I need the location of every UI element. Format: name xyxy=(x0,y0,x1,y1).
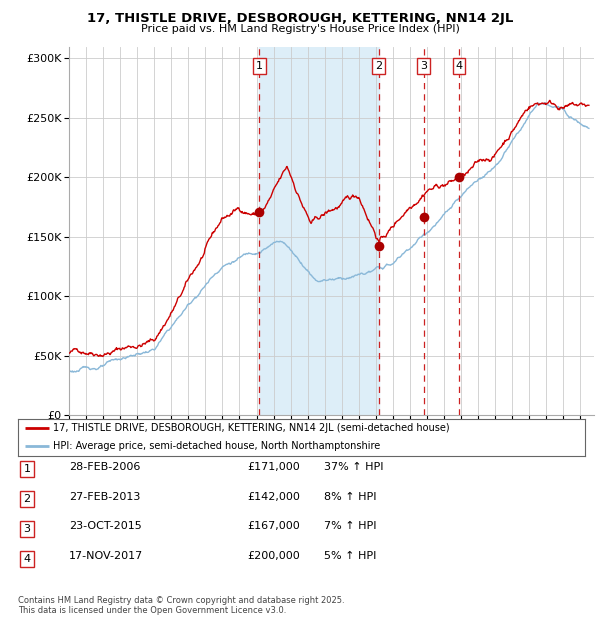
Text: £171,000: £171,000 xyxy=(247,462,300,472)
Text: 17, THISTLE DRIVE, DESBOROUGH, KETTERING, NN14 2JL (semi-detached house): 17, THISTLE DRIVE, DESBOROUGH, KETTERING… xyxy=(53,423,450,433)
Text: 1: 1 xyxy=(23,464,31,474)
Text: 27-FEB-2013: 27-FEB-2013 xyxy=(69,492,140,502)
Text: 5% ↑ HPI: 5% ↑ HPI xyxy=(324,551,376,561)
Text: 3: 3 xyxy=(420,61,427,71)
Text: 23-OCT-2015: 23-OCT-2015 xyxy=(69,521,142,531)
Text: 1: 1 xyxy=(256,61,263,71)
Text: £200,000: £200,000 xyxy=(247,551,300,561)
Text: 17, THISTLE DRIVE, DESBOROUGH, KETTERING, NN14 2JL: 17, THISTLE DRIVE, DESBOROUGH, KETTERING… xyxy=(87,12,513,25)
Text: 7% ↑ HPI: 7% ↑ HPI xyxy=(324,521,377,531)
Text: 17-NOV-2017: 17-NOV-2017 xyxy=(69,551,143,561)
Text: 4: 4 xyxy=(23,554,31,564)
Text: 2: 2 xyxy=(375,61,382,71)
Text: 8% ↑ HPI: 8% ↑ HPI xyxy=(324,492,377,502)
Text: £167,000: £167,000 xyxy=(247,521,300,531)
Text: HPI: Average price, semi-detached house, North Northamptonshire: HPI: Average price, semi-detached house,… xyxy=(53,441,380,451)
Text: 37% ↑ HPI: 37% ↑ HPI xyxy=(324,462,383,472)
Text: 3: 3 xyxy=(23,524,31,534)
Text: Contains HM Land Registry data © Crown copyright and database right 2025.
This d: Contains HM Land Registry data © Crown c… xyxy=(18,596,344,615)
Text: 28-FEB-2006: 28-FEB-2006 xyxy=(69,462,140,472)
Text: 4: 4 xyxy=(455,61,463,71)
Text: £142,000: £142,000 xyxy=(247,492,300,502)
Bar xyxy=(259,46,379,415)
Text: Price paid vs. HM Land Registry's House Price Index (HPI): Price paid vs. HM Land Registry's House … xyxy=(140,24,460,33)
Text: 2: 2 xyxy=(23,494,31,504)
